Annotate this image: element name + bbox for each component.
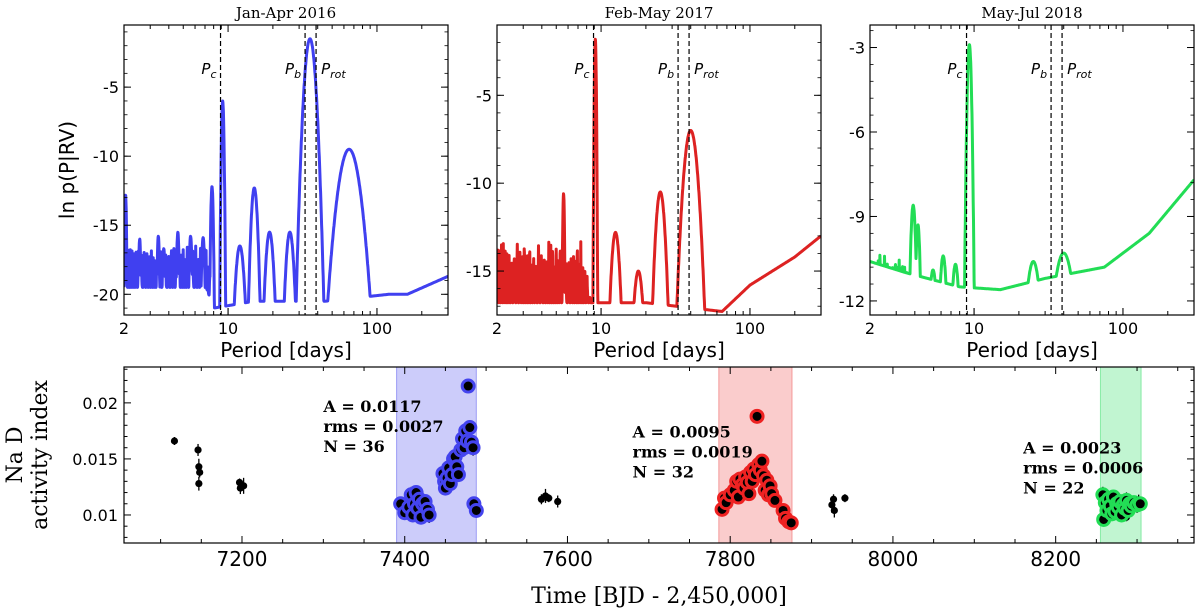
y-tick-label: -6 [849, 123, 865, 142]
stat-annotation: A = 0.0117 [322, 397, 421, 416]
x-tick-label: 2 [492, 319, 502, 338]
data-point [783, 515, 799, 531]
stat-annotation: A = 0.0023 [1022, 438, 1121, 457]
x-tick-label: 10 [218, 319, 238, 338]
data-point [195, 479, 203, 488]
data-point [830, 506, 838, 515]
x-axis-label: Time [BJD - 2,450,000] [531, 584, 787, 609]
x-tick-label: 8000 [867, 547, 918, 571]
y-tick-label: -10 [93, 147, 119, 166]
periodogram-curve [124, 37, 448, 310]
x-tick-label: 10 [591, 319, 611, 338]
period-marker-label: Prot [694, 60, 719, 81]
data-point [829, 495, 838, 503]
stat-annotation: rms = 0.0006 [1023, 458, 1143, 477]
x-tick-label: 100 [1108, 319, 1139, 338]
x-tick-label: 10 [964, 319, 984, 338]
y-tick-label: -9 [849, 207, 865, 226]
stat-annotation: rms = 0.0019 [633, 443, 753, 462]
period-marker-label: Pc [947, 60, 962, 81]
data-point [462, 420, 478, 436]
x-axis-label: Period [days] [593, 338, 725, 362]
axes-frame [123, 366, 1195, 544]
period-marker-label: Prot [1067, 60, 1092, 81]
y-tick-label: -20 [93, 285, 119, 304]
period-marker-label: Pb [285, 60, 301, 81]
data-point [545, 494, 553, 502]
panel-title: May-Jul 2018 [981, 4, 1082, 22]
x-tick-label: 7600 [542, 547, 593, 571]
y-axis-label: ln p(P|RV) [55, 121, 79, 219]
period-marker-label: Pb [658, 60, 674, 81]
periodogram-curve [870, 43, 1194, 292]
period-marker-label: Pc [201, 60, 216, 81]
y-tick-label: -10 [466, 174, 492, 193]
x-axis-label: Period [days] [966, 338, 1098, 362]
x-tick-label: 100 [735, 319, 766, 338]
data-point [841, 494, 849, 502]
y-axis-label: Na D [3, 427, 28, 484]
axes-frame [869, 24, 1195, 316]
periodogram-panel-1: Pc Pb Prot 2 10 100 -5 -10 -15 -20 Jan-Apr 2016 Per… [55, 4, 449, 362]
stat-annotation: N = 22 [1023, 478, 1084, 497]
panel-title: Jan-Apr 2016 [234, 4, 336, 22]
y-tick-label: -15 [466, 262, 492, 281]
data-point [460, 378, 476, 394]
y-tick-label: -12 [839, 292, 865, 311]
y-tick-label: 0.015 [72, 450, 118, 469]
y-tick-label: 0.02 [82, 394, 118, 413]
data-point [554, 497, 562, 506]
period-marker-label: Pc [574, 60, 589, 81]
stat-annotation: rms = 0.0027 [323, 417, 443, 436]
x-tick-label: 7400 [379, 547, 430, 571]
y-tick-label: -3 [849, 39, 865, 58]
data-point [468, 502, 484, 518]
period-marker-label: Pb [1031, 60, 1047, 81]
data-point [196, 468, 204, 476]
y-tick-label: -15 [93, 216, 119, 235]
periodogram-curve [497, 37, 821, 313]
periodogram-panel-3: Pc Pb Prot 2 10 100 -3 -6 -9 -12 May-Jul 2018 Perio… [839, 4, 1195, 362]
data-point [1132, 496, 1148, 512]
panel-title: Feb-May 2017 [605, 4, 714, 22]
stat-annotation: A = 0.0095 [632, 423, 731, 442]
period-marker-label: Prot [321, 60, 346, 81]
data-point [754, 453, 770, 469]
data-point [450, 467, 466, 483]
x-tick-label: 2 [865, 319, 875, 338]
x-tick-label: 8200 [1030, 547, 1081, 571]
data-point [194, 446, 202, 454]
data-point [421, 507, 437, 523]
data-point [741, 486, 757, 502]
stat-annotation: N = 32 [633, 463, 694, 482]
x-tick-label: 7200 [217, 547, 268, 571]
x-tick-label: 100 [362, 319, 393, 338]
y-axis-label: activity index [28, 380, 53, 530]
data-point [195, 463, 203, 471]
x-axis-label: Period [days] [220, 338, 352, 362]
data-point [170, 437, 179, 445]
data-point [749, 408, 765, 424]
y-tick-label: -5 [103, 78, 119, 97]
x-tick-label: 7800 [705, 547, 756, 571]
data-point [767, 492, 783, 508]
axes-frame [496, 24, 822, 316]
x-tick-label: 2 [119, 319, 129, 338]
stat-annotation: N = 36 [323, 437, 384, 456]
data-point [240, 482, 248, 490]
y-tick-label: 0.01 [82, 506, 118, 525]
data-point [465, 440, 481, 456]
periodogram-panel-2: Pc Pb Prot 2 10 100 -5 -10 -15 Feb-May 2017 Period… [466, 4, 822, 362]
y-tick-label: -5 [476, 86, 492, 105]
